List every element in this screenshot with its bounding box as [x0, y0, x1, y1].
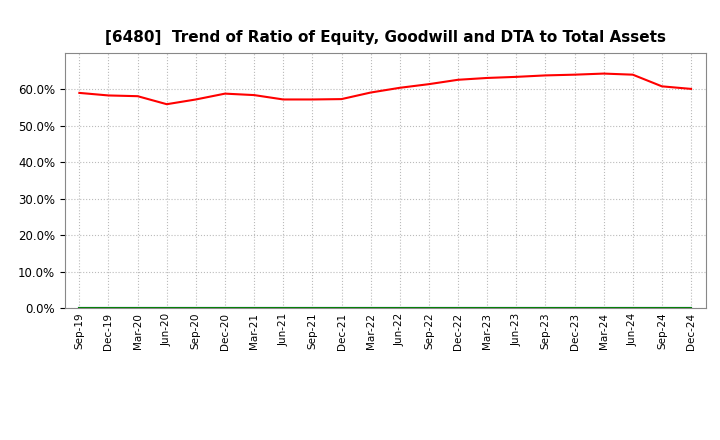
Equity — [454, 77, 462, 82]
Equity — [75, 90, 84, 95]
Deferred Tax Assets — [454, 305, 462, 311]
Deferred Tax Assets — [570, 305, 579, 311]
Deferred Tax Assets — [104, 305, 113, 311]
Goodwill — [541, 305, 550, 311]
Goodwill — [657, 305, 666, 311]
Equity — [599, 71, 608, 76]
Goodwill — [308, 305, 317, 311]
Goodwill — [220, 305, 229, 311]
Deferred Tax Assets — [541, 305, 550, 311]
Equity — [657, 84, 666, 89]
Deferred Tax Assets — [599, 305, 608, 311]
Equity — [133, 94, 142, 99]
Deferred Tax Assets — [163, 305, 171, 311]
Goodwill — [192, 305, 200, 311]
Goodwill — [366, 305, 375, 311]
Goodwill — [483, 305, 492, 311]
Deferred Tax Assets — [425, 305, 433, 311]
Goodwill — [163, 305, 171, 311]
Deferred Tax Assets — [133, 305, 142, 311]
Goodwill — [104, 305, 113, 311]
Goodwill — [512, 305, 521, 311]
Deferred Tax Assets — [250, 305, 258, 311]
Equity — [279, 97, 287, 102]
Goodwill — [133, 305, 142, 311]
Goodwill — [395, 305, 404, 311]
Equity — [250, 92, 258, 98]
Equity — [512, 74, 521, 80]
Deferred Tax Assets — [512, 305, 521, 311]
Goodwill — [279, 305, 287, 311]
Equity — [687, 86, 696, 92]
Goodwill — [250, 305, 258, 311]
Goodwill — [599, 305, 608, 311]
Deferred Tax Assets — [308, 305, 317, 311]
Deferred Tax Assets — [220, 305, 229, 311]
Equity — [570, 72, 579, 77]
Equity — [629, 72, 637, 77]
Equity — [163, 102, 171, 107]
Equity — [366, 90, 375, 95]
Equity — [395, 85, 404, 91]
Equity — [308, 97, 317, 102]
Goodwill — [570, 305, 579, 311]
Equity — [104, 93, 113, 98]
Deferred Tax Assets — [687, 305, 696, 311]
Deferred Tax Assets — [629, 305, 637, 311]
Equity — [192, 97, 200, 102]
Goodwill — [75, 305, 84, 311]
Deferred Tax Assets — [337, 305, 346, 311]
Equity — [337, 96, 346, 102]
Equity — [541, 73, 550, 78]
Equity — [483, 75, 492, 81]
Title: [6480]  Trend of Ratio of Equity, Goodwill and DTA to Total Assets: [6480] Trend of Ratio of Equity, Goodwil… — [104, 29, 666, 45]
Deferred Tax Assets — [366, 305, 375, 311]
Goodwill — [687, 305, 696, 311]
Goodwill — [629, 305, 637, 311]
Deferred Tax Assets — [279, 305, 287, 311]
Deferred Tax Assets — [192, 305, 200, 311]
Deferred Tax Assets — [483, 305, 492, 311]
Deferred Tax Assets — [395, 305, 404, 311]
Equity — [425, 81, 433, 87]
Deferred Tax Assets — [75, 305, 84, 311]
Line: Equity: Equity — [79, 73, 691, 104]
Equity — [220, 91, 229, 96]
Goodwill — [425, 305, 433, 311]
Goodwill — [337, 305, 346, 311]
Deferred Tax Assets — [657, 305, 666, 311]
Goodwill — [454, 305, 462, 311]
